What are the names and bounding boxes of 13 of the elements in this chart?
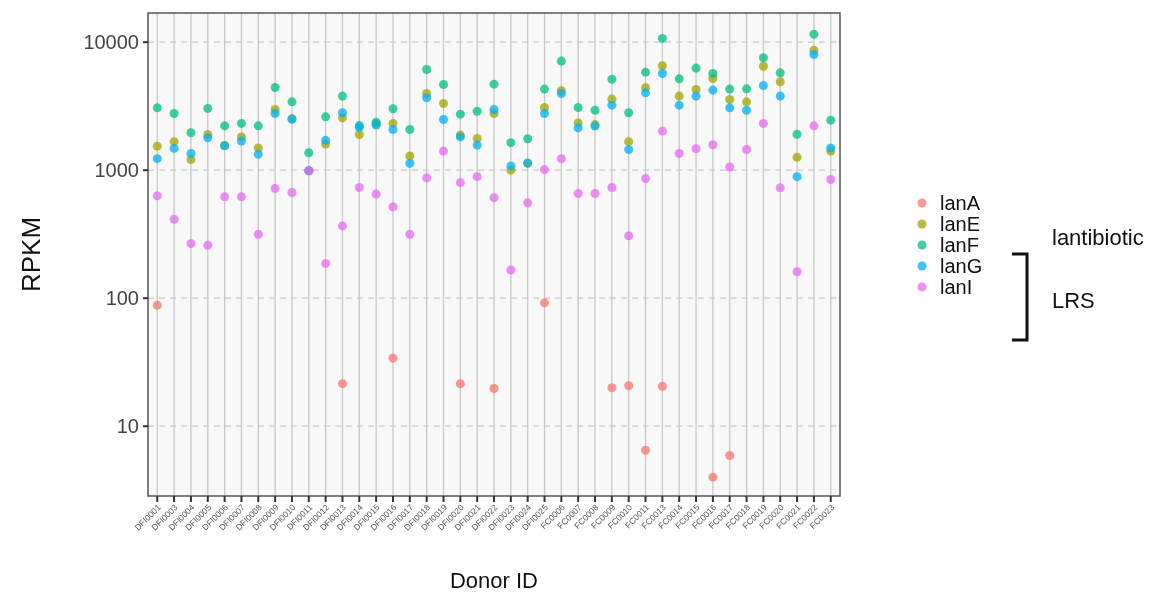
legend-label: lanE bbox=[940, 213, 981, 235]
y-tick-label: 1000 bbox=[94, 159, 139, 182]
y-tick-label: 10 bbox=[116, 415, 139, 438]
legend-label: lanG bbox=[940, 255, 983, 277]
y-axis-title: RPKM bbox=[16, 216, 46, 293]
y-tick-label: 100 bbox=[105, 287, 139, 310]
y-tick-label: 10000 bbox=[83, 31, 139, 54]
legend-label: lanA bbox=[940, 192, 981, 214]
legend-label: lanF bbox=[940, 234, 979, 256]
text: LRS bbox=[1052, 288, 1095, 313]
x-axis-title: Donor ID bbox=[449, 568, 539, 593]
text: lantibiotic bbox=[1052, 225, 1144, 250]
legend-label: lanI bbox=[940, 276, 973, 298]
